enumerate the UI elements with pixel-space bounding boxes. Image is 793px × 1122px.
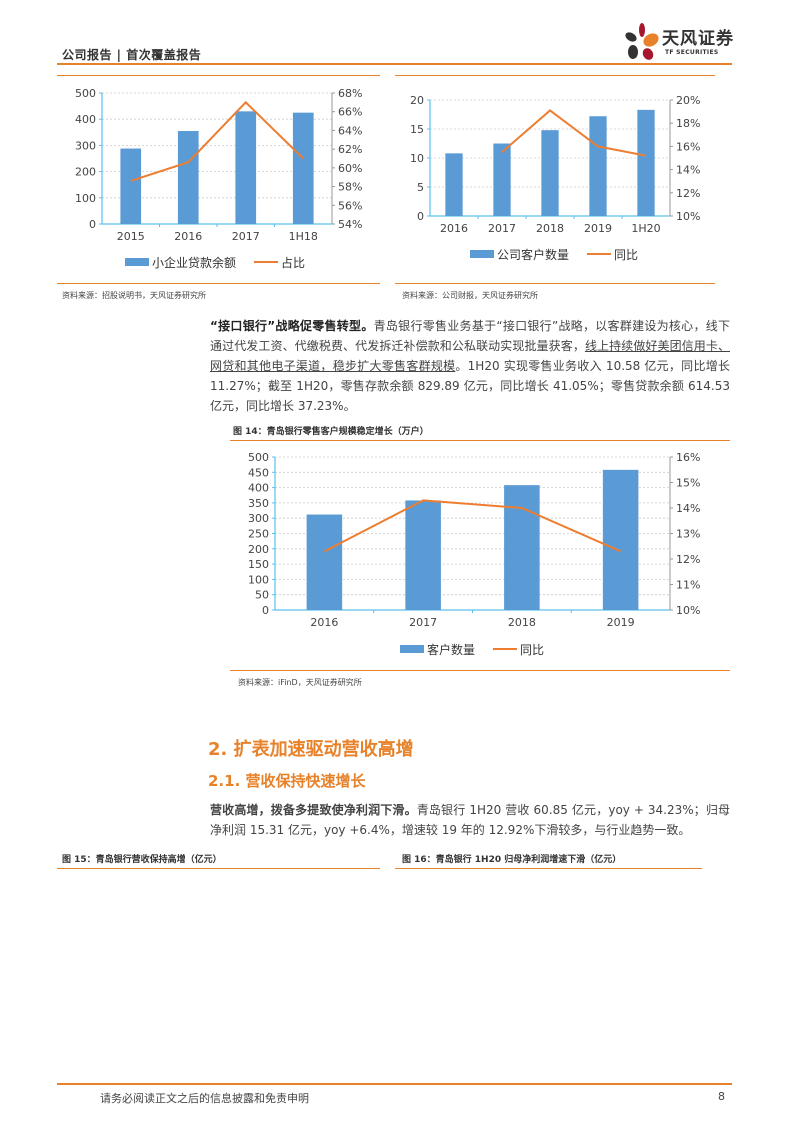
svg-text:5: 5 bbox=[417, 181, 424, 194]
svg-text:400: 400 bbox=[248, 482, 269, 495]
svg-text:15%: 15% bbox=[676, 477, 700, 490]
svg-text:15: 15 bbox=[410, 123, 424, 136]
report-header-title: 公司报告 | 首次覆盖报告 bbox=[62, 48, 202, 62]
fig-right-source: 资料来源：公司财报，天风证券研究所 bbox=[402, 291, 538, 300]
svg-text:0: 0 bbox=[262, 604, 269, 617]
svg-text:58%: 58% bbox=[338, 181, 362, 194]
paragraph-underlined: 线上持续做好美团信用卡、网贷和其他电子渠道，稳步扩大零售客群规模 bbox=[210, 339, 730, 373]
svg-text:150: 150 bbox=[248, 558, 269, 571]
svg-text:20%: 20% bbox=[676, 94, 700, 107]
tf-securities-logo: 天风证券 TF SECURITIES bbox=[622, 22, 737, 64]
subsection-heading: 2.1. 营收保持快速增长 bbox=[208, 772, 366, 790]
svg-text:10: 10 bbox=[410, 152, 424, 165]
svg-text:16%: 16% bbox=[676, 451, 700, 464]
fig14-top-rule bbox=[230, 440, 730, 441]
svg-text:100: 100 bbox=[75, 192, 96, 205]
fig-right-bottom-rule bbox=[395, 283, 715, 284]
svg-text:14%: 14% bbox=[676, 164, 700, 177]
svg-text:12%: 12% bbox=[676, 187, 700, 200]
svg-text:66%: 66% bbox=[338, 106, 362, 119]
logo-chinese-name: 天风证券 bbox=[662, 29, 734, 49]
svg-text:2016: 2016 bbox=[174, 230, 202, 243]
chart-retail-customers: 0 50 100 150 200 250 300 350 400 450 500 10% 11% 12% 1… bbox=[230, 445, 730, 665]
svg-text:56%: 56% bbox=[338, 199, 362, 212]
svg-text:2018: 2018 bbox=[536, 222, 564, 235]
paragraph-lead: 营收高增，拨备多提致使净利润下滑。 bbox=[210, 803, 417, 817]
svg-text:2017: 2017 bbox=[409, 616, 437, 629]
svg-text:0: 0 bbox=[89, 218, 96, 231]
svg-text:1H18: 1H18 bbox=[289, 230, 318, 243]
fig14-title: 图 14：青岛银行零售客户规模稳定增长（万户） bbox=[233, 427, 429, 437]
footer-divider bbox=[57, 1083, 732, 1085]
svg-text:64%: 64% bbox=[338, 124, 362, 137]
paragraph-text: 青岛银行 1H20 营收 60.85 亿元，yoy + 34.23%；归母净利润… bbox=[210, 803, 730, 837]
fig16-top-rule bbox=[395, 868, 702, 869]
svg-text:16%: 16% bbox=[676, 140, 700, 153]
svg-text:14%: 14% bbox=[676, 502, 700, 515]
chart-corporate-customers: 0 5 10 15 20 10% 12% 14% 16% 18% 20% 2016 2017 2018 20… bbox=[395, 85, 725, 280]
logo-english-name: TF SECURITIES bbox=[665, 49, 719, 56]
flower-logo-icon bbox=[625, 23, 659, 60]
retail-strategy-paragraph: “接口银行”战略促零售转型。青岛银行零售业务基于“接口银行”战略，以客群建设为核… bbox=[210, 316, 730, 416]
svg-text:54%: 54% bbox=[338, 218, 362, 231]
fig15-top-rule bbox=[57, 868, 380, 869]
chart-small-business-loans: 0 100 200 300 400 500 54% 56% 58% 60% 62% 64% 66% 68%… bbox=[57, 80, 387, 280]
svg-text:450: 450 bbox=[248, 466, 269, 479]
svg-text:2016: 2016 bbox=[440, 222, 468, 235]
svg-text:1H20: 1H20 bbox=[631, 222, 660, 235]
page-number: 8 bbox=[718, 1090, 725, 1103]
svg-text:60%: 60% bbox=[338, 162, 362, 175]
svg-text:小企业贷款余额: 小企业贷款余额 bbox=[152, 255, 236, 270]
svg-text:350: 350 bbox=[248, 497, 269, 510]
paragraph-text: 青岛银行零售业务基于“接口银行”战略，以客群建设为核心，线下通过代发工资、代缴税… bbox=[210, 319, 731, 353]
svg-text:0: 0 bbox=[417, 210, 424, 223]
svg-text:300: 300 bbox=[248, 512, 269, 525]
svg-text:250: 250 bbox=[248, 528, 269, 541]
fig16-title: 图 16：青岛银行 1H20 归母净利润增速下滑（亿元） bbox=[402, 855, 622, 865]
svg-text:100: 100 bbox=[248, 573, 269, 586]
fig14-bottom-rule bbox=[230, 670, 730, 671]
svg-text:10%: 10% bbox=[676, 604, 700, 617]
svg-text:300: 300 bbox=[75, 139, 96, 152]
svg-text:62%: 62% bbox=[338, 143, 362, 156]
svg-text:2018: 2018 bbox=[508, 616, 536, 629]
svg-text:500: 500 bbox=[75, 87, 96, 100]
svg-text:200: 200 bbox=[75, 166, 96, 179]
svg-text:2019: 2019 bbox=[584, 222, 612, 235]
svg-text:500: 500 bbox=[248, 451, 269, 464]
fig-left-bottom-rule bbox=[57, 283, 380, 284]
svg-text:11%: 11% bbox=[676, 579, 700, 592]
svg-text:2019: 2019 bbox=[607, 616, 635, 629]
fig-left-top-rule bbox=[57, 75, 380, 76]
svg-text:400: 400 bbox=[75, 113, 96, 126]
svg-text:2016: 2016 bbox=[310, 616, 338, 629]
svg-text:50: 50 bbox=[255, 589, 269, 602]
svg-text:18%: 18% bbox=[676, 117, 700, 130]
svg-text:13%: 13% bbox=[676, 528, 700, 541]
svg-text:同比: 同比 bbox=[520, 643, 544, 657]
footer-disclaimer: 请务必阅读正文之后的信息披露和免责申明 bbox=[100, 1092, 309, 1105]
svg-text:20: 20 bbox=[410, 94, 424, 107]
svg-text:2017: 2017 bbox=[488, 222, 516, 235]
paragraph-text-cont: 。1H20 实现零售业务收入 10.58 亿元，同比增长 11.27%；截至 1… bbox=[210, 359, 730, 413]
fig-right-top-rule bbox=[395, 75, 715, 76]
section-heading: 2. 扩表加速驱动营收高增 bbox=[208, 739, 414, 760]
svg-text:公司客户数量: 公司客户数量 bbox=[497, 247, 569, 262]
svg-text:同比: 同比 bbox=[614, 248, 638, 262]
revenue-paragraph: 营收高增，拨备多提致使净利润下滑。青岛银行 1H20 营收 60.85 亿元，y… bbox=[210, 800, 730, 840]
svg-text:客户数量: 客户数量 bbox=[427, 642, 475, 657]
svg-text:12%: 12% bbox=[676, 553, 700, 566]
header-divider bbox=[57, 63, 732, 65]
svg-text:占比: 占比 bbox=[281, 255, 305, 270]
svg-text:2017: 2017 bbox=[232, 230, 260, 243]
fig14-source: 资料来源：iFinD，天风证券研究所 bbox=[238, 678, 362, 687]
svg-text:200: 200 bbox=[248, 543, 269, 556]
fig15-title: 图 15：青岛银行营收保持高增（亿元） bbox=[62, 855, 222, 865]
svg-text:10%: 10% bbox=[676, 210, 700, 223]
svg-text:68%: 68% bbox=[338, 87, 362, 100]
fig-left-source: 资料来源：招股说明书，天风证券研究所 bbox=[62, 291, 206, 300]
paragraph-lead: “接口银行”战略促零售转型。 bbox=[210, 319, 374, 333]
svg-text:2015: 2015 bbox=[117, 230, 145, 243]
